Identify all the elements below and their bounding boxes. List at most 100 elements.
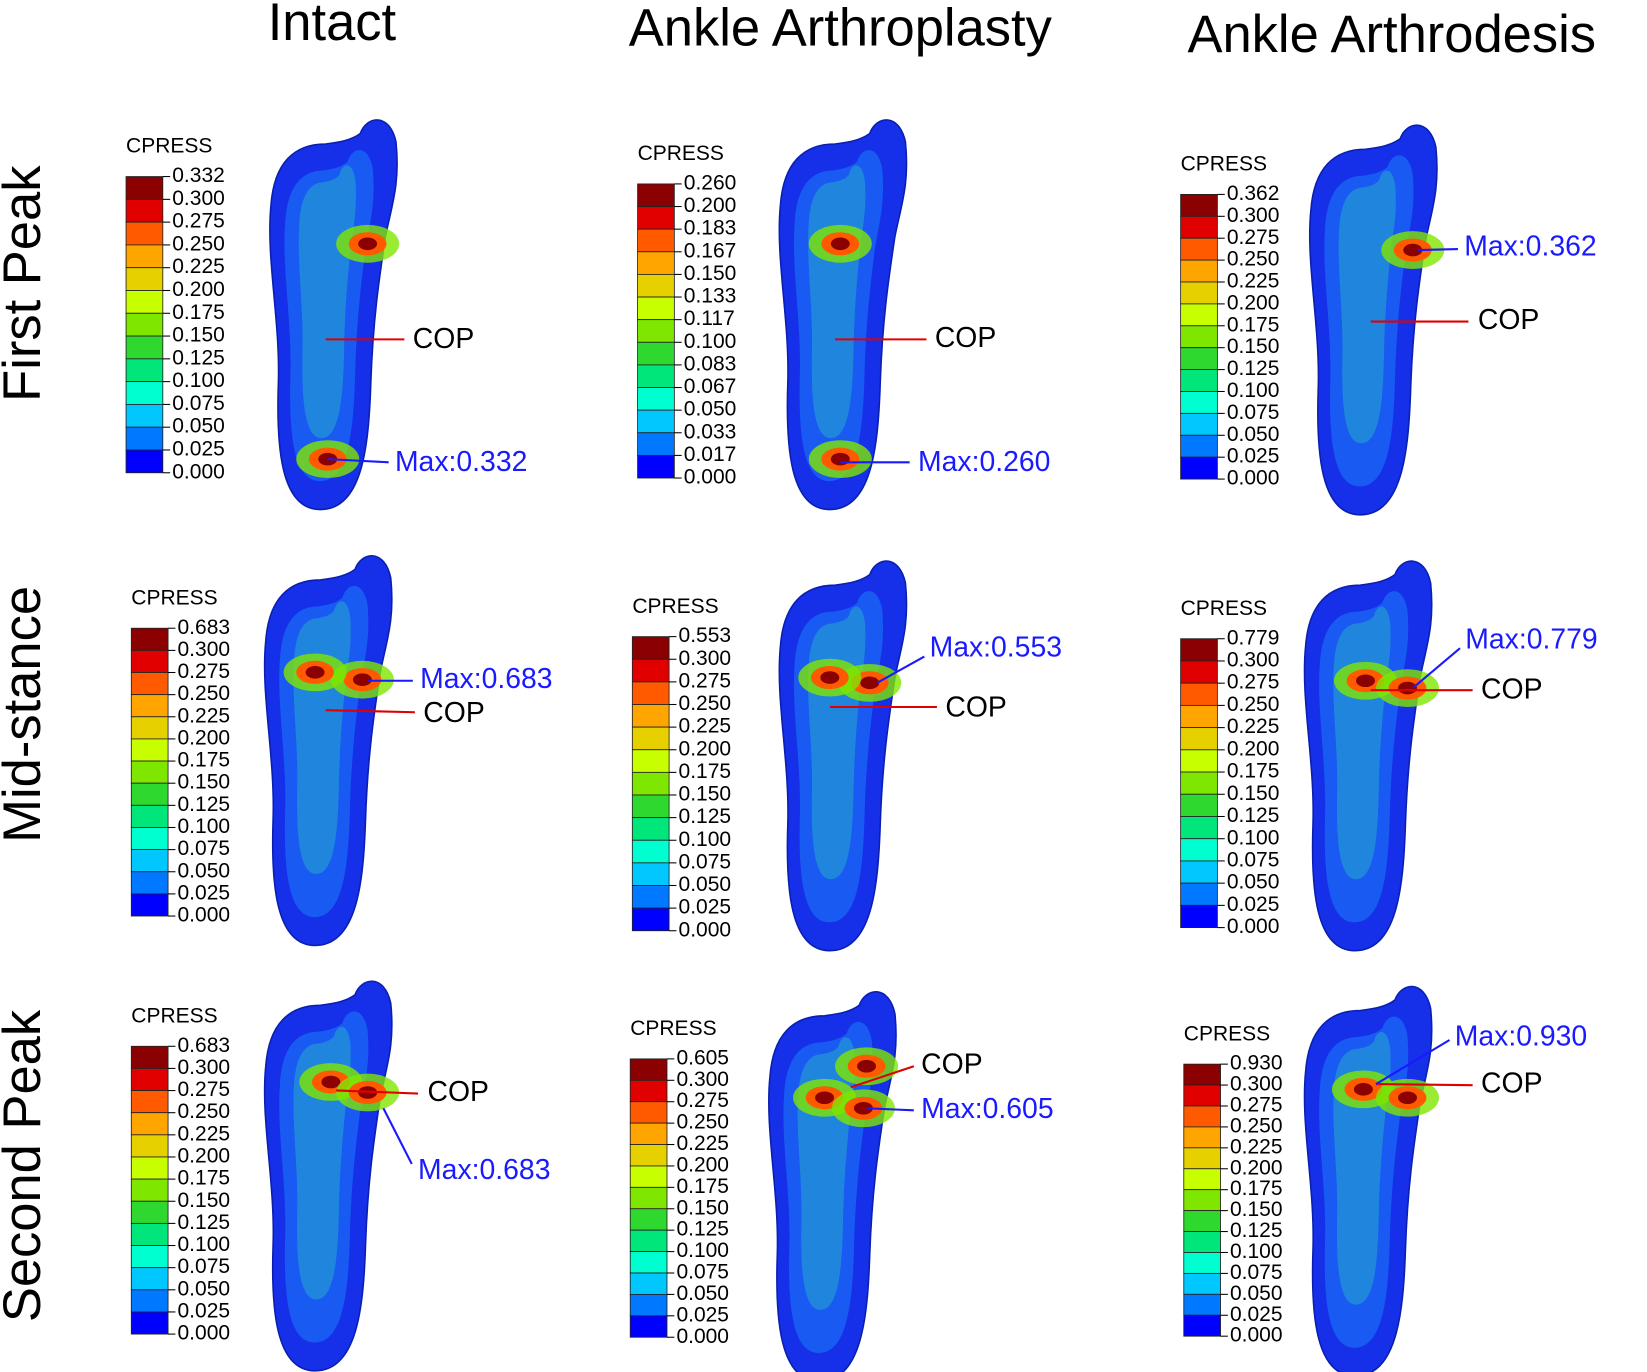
legend-label: 0.100 [679,828,732,851]
legend-band [637,364,675,388]
legend-band [130,694,169,718]
legend-label: 0.362 [1227,182,1280,205]
cop-label: COP [921,1049,982,1081]
legend-title: CPRESS [131,586,217,609]
legend-label: 0.200 [679,737,732,760]
legend-label: 0.125 [679,805,732,828]
hot-spot [857,1059,877,1073]
legend-band [629,1229,668,1253]
hot-spot [853,1101,873,1115]
legend-band [629,1251,668,1274]
legend-label: 0.275 [679,669,732,692]
legend-label: 0.025 [178,1299,231,1322]
legend-label: 0.175 [1227,313,1280,336]
legend-label: 0.050 [178,1277,231,1300]
cop-label: COP [423,697,484,729]
legend-band [130,1245,169,1269]
foot-map [263,980,393,1372]
legend-band [629,1315,668,1338]
legend-label: 0.683 [178,616,231,639]
legend-label: 0.050 [684,398,737,421]
panel: CPRESS 0.2600.2000.1830.1670.1500.1330.11… [637,119,1050,511]
legend-band [637,206,675,230]
max-leader [1417,247,1458,252]
panel: CPRESS 0.6830.3000.2750.2500.2250.2000.17… [130,980,550,1372]
cop-label: COP [935,322,996,354]
legend-label: 0.033 [684,420,737,443]
legend-band [130,827,169,851]
legend-band [130,1045,169,1069]
max-leader [876,655,925,684]
foot-outline [778,560,908,952]
legend-label: 0.075 [172,392,225,415]
cop-label: COP [1478,304,1539,336]
row-title: Second Peak [0,1009,52,1322]
legend-label: 0.050 [178,859,231,882]
cop-label: COP [1481,674,1542,706]
legend-band [637,183,675,207]
max-leader [866,1107,914,1112]
legend-band [629,1293,668,1317]
legend-label: 0.250 [676,1111,729,1134]
max-label: Max:0.930 [1455,1020,1587,1052]
legend-band [1180,660,1218,684]
legend-title: CPRESS [1181,153,1267,176]
legend-band [130,1134,169,1158]
legend-band [125,198,164,223]
legend-label: 0.125 [178,1211,231,1234]
legend-label: 0.050 [1227,423,1280,446]
legend-label: 0.125 [178,793,231,816]
legend-label: 0.683 [178,1034,231,1057]
legend-band [637,273,675,298]
legend-label: 0.175 [172,301,225,324]
hot-spot [321,1075,341,1089]
legend-band [125,449,164,474]
max-leader [327,458,389,464]
legend-label: 0.000 [679,918,732,941]
legend-band [631,681,670,705]
legend-band [130,1112,169,1136]
foot-map [263,555,393,947]
legend-band [130,627,169,651]
legend-band [125,290,164,314]
cop-leader [850,1065,915,1089]
pressure-band [1338,170,1396,444]
hot-spot [815,1091,835,1105]
legend-band [130,1289,169,1313]
legend-band [637,409,675,434]
cop-label: COP [428,1076,489,1108]
legend-label: 0.175 [1227,760,1280,783]
max-label: Max:0.779 [1465,623,1597,655]
legend-label: 0.175 [178,1167,231,1190]
legend-label: 0.250 [1230,1114,1283,1137]
legend-band [130,738,169,762]
legend-band [130,760,169,784]
legend-band [130,1156,169,1180]
legend-band [130,1311,169,1335]
legend-label: 0.275 [1227,226,1280,249]
legend-band [1183,1105,1221,1128]
legend-band [1183,1168,1221,1191]
legend-title: CPRESS [630,1017,716,1040]
panel: CPRESS 0.7790.3000.2750.2500.2250.2000.17… [1180,560,1598,952]
foot-map [1303,985,1433,1372]
legend-band [631,704,670,728]
legend-band [130,1267,169,1291]
legend-label: 0.083 [684,352,737,375]
legend-label: 0.225 [178,704,231,727]
legend-label: 0.100 [1227,826,1280,849]
legend-label: 0.150 [684,262,737,285]
legend-band [1180,412,1218,436]
legend-label: 0.200 [172,278,225,301]
legend-label: 0.250 [178,1100,231,1123]
legend-title: CPRESS [131,1004,217,1027]
max-label: Max:0.553 [930,632,1062,664]
legend-label: 0.250 [178,682,231,705]
legend-band [1183,1063,1221,1086]
legend-band [130,716,169,740]
hot-spot [352,673,372,686]
foot-outline [1308,124,1438,516]
legend-label: 0.075 [1227,848,1280,871]
legend-label: 0.125 [1230,1219,1283,1242]
legend-label: 0.025 [676,1303,729,1326]
